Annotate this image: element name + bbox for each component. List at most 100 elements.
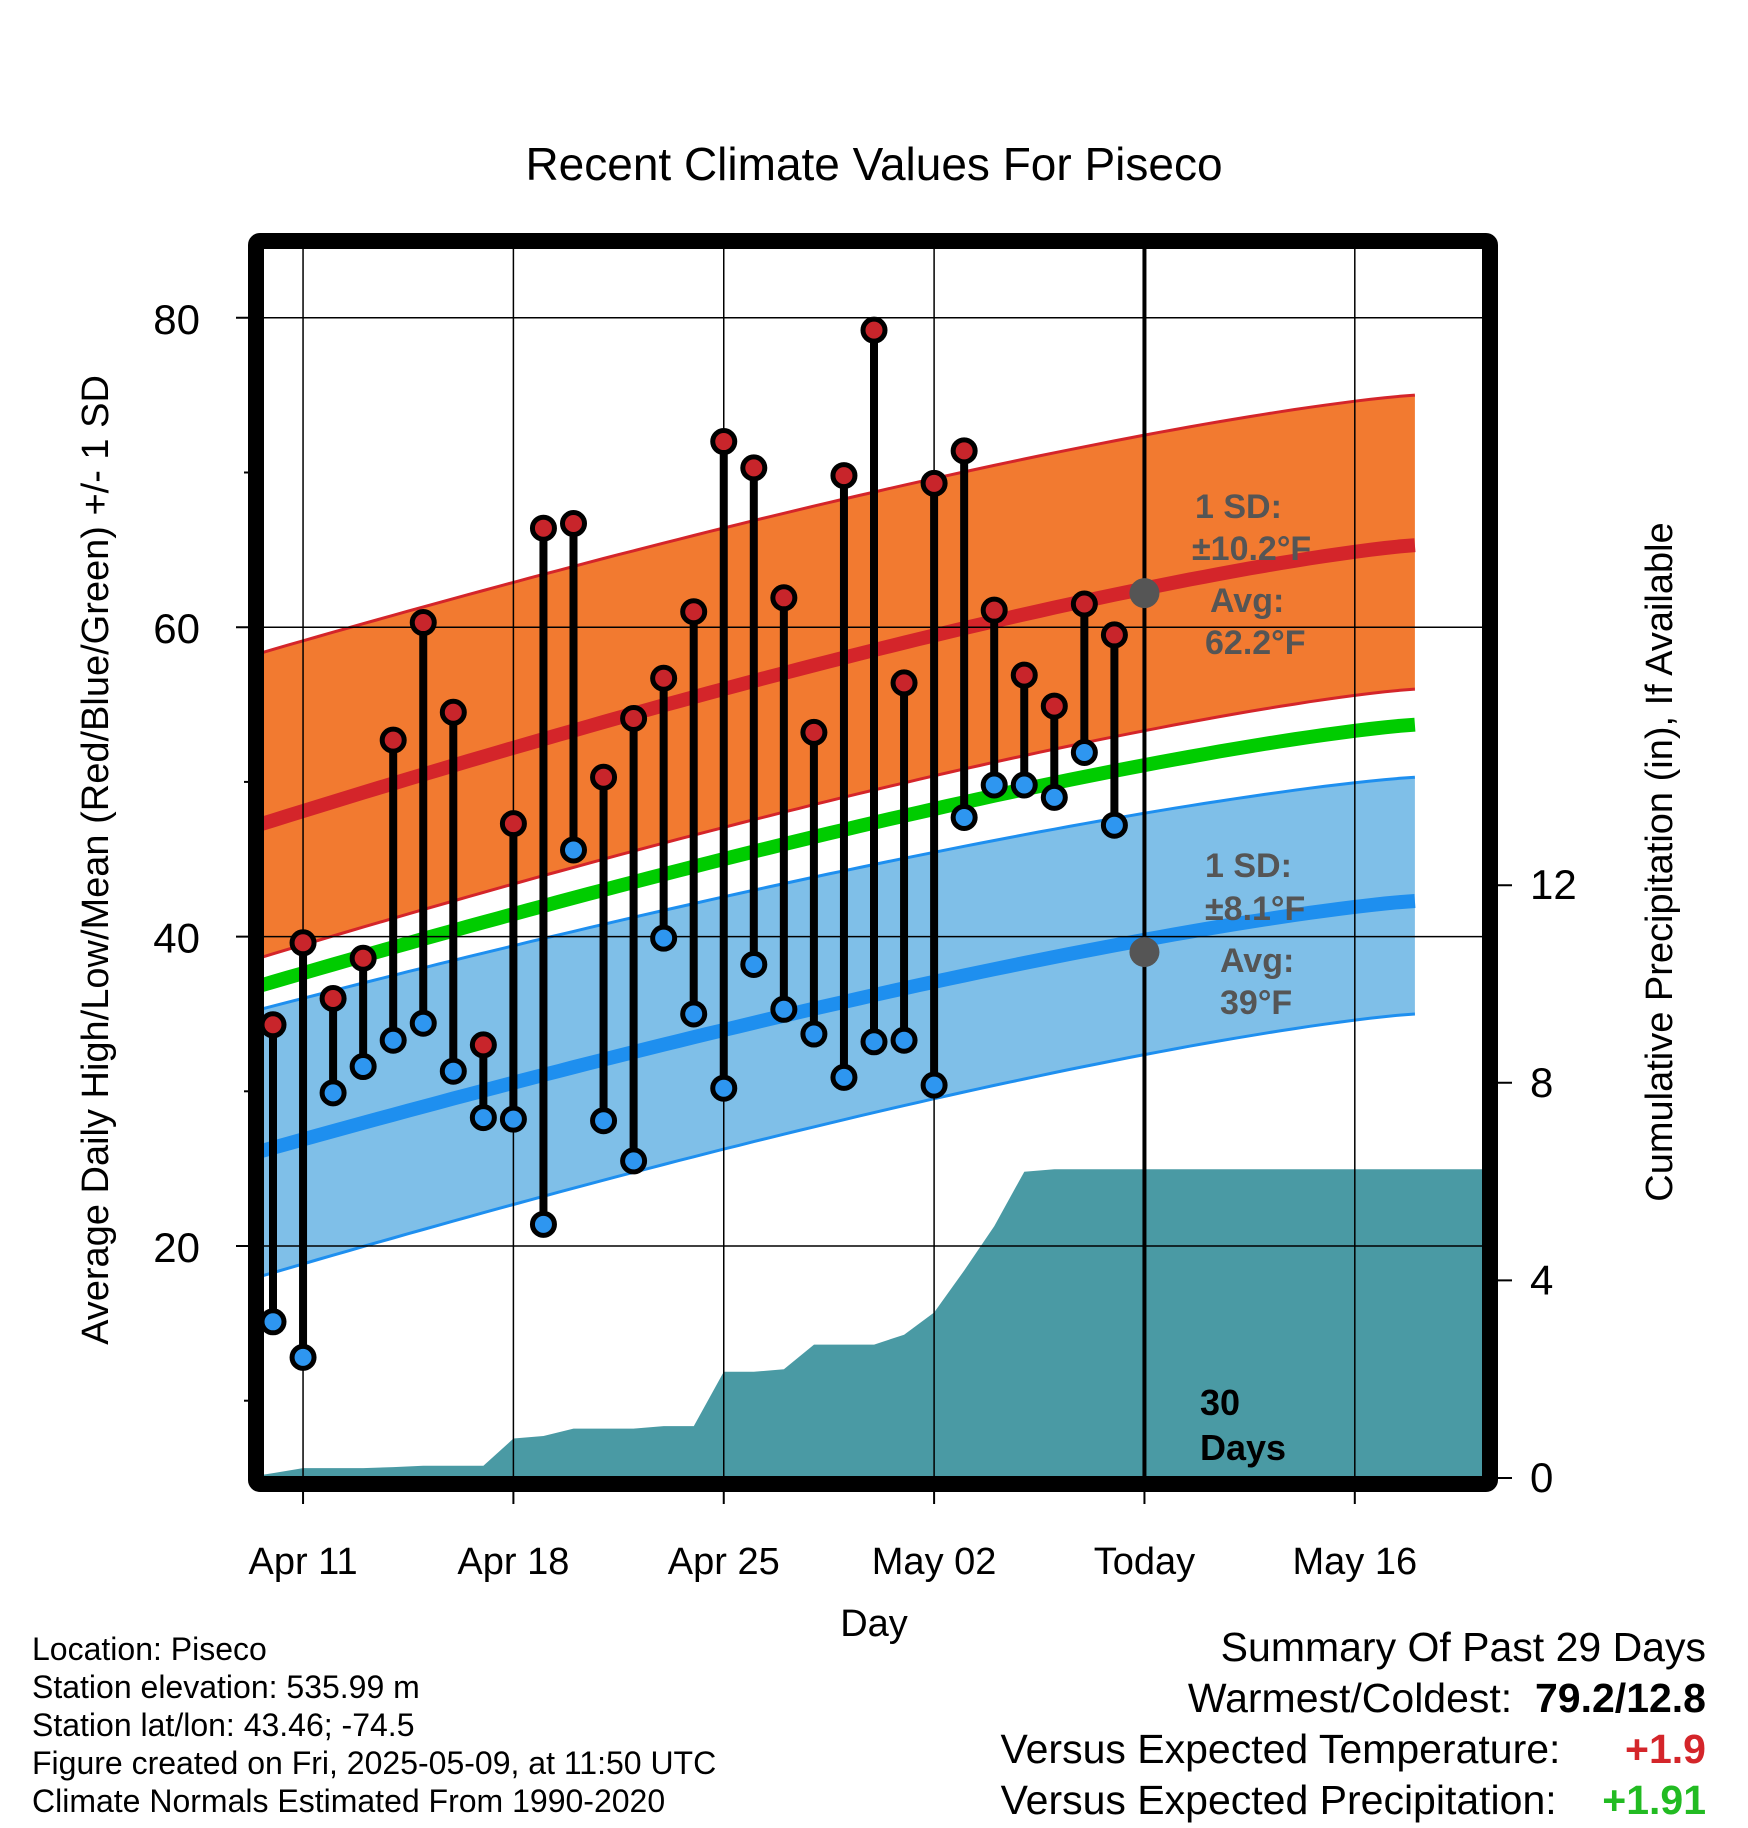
info-latlon: Station lat/lon: 43.46; -74.5 bbox=[32, 1707, 415, 1743]
summary-temp-row: Versus Expected Temperature: +1.9 bbox=[1001, 1724, 1706, 1775]
x-tick-label: Apr 11 bbox=[248, 1541, 357, 1583]
summary-temp-label: Versus Expected Temperature: bbox=[1000, 1726, 1561, 1772]
chart-title: Recent Climate Values For Piseco bbox=[525, 138, 1222, 190]
summary-precip-value: +1.91 bbox=[1602, 1777, 1706, 1823]
daily-high-point bbox=[469, 1031, 497, 1059]
low-sd-value: ±8.1°F bbox=[1205, 890, 1305, 928]
summary-warm-cold-value: 79.2/12.8 bbox=[1535, 1675, 1706, 1721]
daily-low-point bbox=[620, 1147, 648, 1175]
high-sd-upper-edge bbox=[262, 393, 1416, 655]
daily-high-point bbox=[830, 462, 858, 490]
daily-high-point bbox=[1040, 692, 1068, 720]
daily-high-point bbox=[920, 469, 948, 497]
daily-high-point bbox=[499, 810, 527, 838]
low-sd-band bbox=[262, 777, 1415, 1276]
daily-low-point bbox=[560, 836, 587, 864]
daily-low-point bbox=[890, 1026, 918, 1054]
days-word: Days bbox=[1200, 1427, 1286, 1468]
today-high-normal-point bbox=[1129, 578, 1160, 609]
daily-low-point bbox=[980, 771, 1008, 799]
daily-high-point bbox=[710, 428, 738, 456]
low-sd-label: 1 SD: bbox=[1205, 847, 1292, 885]
daily-high-point bbox=[740, 454, 768, 482]
plot-area: 1 SD: ±10.2°F Avg: 62.2°F 1 SD: ±8.1°F Avg: 39°… bbox=[153, 233, 1577, 1583]
high-sd-lower-edge bbox=[262, 687, 1416, 959]
normal-low-line bbox=[262, 894, 1416, 1159]
info-created: Figure created on Fri, 2025-05-09, at 11… bbox=[32, 1745, 717, 1781]
y-tick-label: 40 bbox=[153, 915, 200, 962]
summary-warm-cold-label: Warmest/Coldest: bbox=[1187, 1675, 1513, 1721]
y2-tick-label: 8 bbox=[1530, 1059, 1553, 1106]
low-sd-upper-edge bbox=[262, 775, 1415, 1011]
daily-low-point bbox=[1100, 811, 1128, 839]
high-avg-label: Avg: bbox=[1210, 582, 1284, 620]
daily-high-point bbox=[650, 664, 678, 692]
x-tick-label: May 02 bbox=[872, 1541, 997, 1583]
low-sd-lower-edge bbox=[262, 1012, 1416, 1278]
low-avg-value: 39°F bbox=[1220, 984, 1292, 1022]
daily-high-point bbox=[560, 510, 587, 538]
x-tick-label: May 16 bbox=[1292, 1541, 1417, 1583]
daily-high-point bbox=[980, 596, 1008, 624]
daily-low-point bbox=[409, 1009, 437, 1037]
low-avg-label: Avg: bbox=[1220, 942, 1294, 980]
x-tick-label: Apr 25 bbox=[668, 1541, 780, 1583]
daily-low-point bbox=[920, 1071, 948, 1099]
summary-warm-cold-row: Warmest/Coldest: 79.2/12.8 bbox=[1001, 1673, 1706, 1724]
daily-low-point bbox=[740, 950, 768, 978]
daily-high-point bbox=[379, 726, 407, 754]
daily-high-point bbox=[319, 984, 347, 1012]
daily-high-point bbox=[590, 763, 618, 791]
summary-title: Summary Of Past 29 Days bbox=[1220, 1624, 1706, 1670]
daily-high-point bbox=[620, 704, 648, 732]
plot-frame bbox=[248, 233, 1498, 1492]
x-axis-label: Day bbox=[840, 1603, 908, 1645]
high-sd-value: ±10.2°F bbox=[1192, 530, 1311, 568]
normal-high-line bbox=[262, 538, 1416, 832]
x-tick-label: Today bbox=[1094, 1541, 1195, 1583]
daily-high-point bbox=[529, 514, 557, 542]
summary-precip-label: Versus Expected Precipitation: bbox=[1000, 1777, 1557, 1823]
daily-high-point bbox=[890, 669, 918, 697]
daily-high-point bbox=[950, 437, 978, 465]
daily-low-point bbox=[650, 924, 678, 952]
daily-low-point bbox=[1070, 739, 1098, 767]
high-avg-value: 62.2°F bbox=[1205, 624, 1306, 662]
y-axis-label: Average Daily High/Low/Mean (Red/Blue/Gr… bbox=[75, 375, 117, 1345]
daily-low-point bbox=[379, 1026, 407, 1054]
daily-low-point bbox=[349, 1053, 377, 1081]
daily-high-point bbox=[439, 698, 467, 726]
daily-low-point bbox=[439, 1057, 467, 1085]
y-tick-label: 20 bbox=[153, 1224, 200, 1271]
daily-high-point bbox=[289, 929, 317, 957]
daily-low-point bbox=[319, 1079, 347, 1107]
daily-low-point bbox=[289, 1343, 317, 1371]
daily-high-point bbox=[262, 1011, 287, 1039]
y2-tick-label: 4 bbox=[1530, 1256, 1553, 1303]
daily-high-point bbox=[770, 584, 798, 612]
daily-high-point bbox=[860, 316, 888, 344]
daily-low-point bbox=[710, 1074, 738, 1102]
normal-mean-line bbox=[262, 717, 1416, 993]
y2-axis-label: Cumulative Precipitation (in), If Availa… bbox=[1639, 522, 1681, 1201]
daily-low-point bbox=[830, 1063, 858, 1091]
daily-low-point bbox=[590, 1107, 618, 1135]
y-tick-label: 60 bbox=[153, 605, 200, 652]
daily-high-point bbox=[1070, 590, 1098, 618]
daily-low-point bbox=[800, 1020, 828, 1048]
info-elevation: Station elevation: 535.99 m bbox=[32, 1669, 420, 1705]
daily-low-point bbox=[529, 1210, 557, 1238]
daily-low-point bbox=[680, 1000, 708, 1028]
daily-low-point bbox=[1010, 771, 1038, 799]
daily-high-point bbox=[1010, 661, 1038, 689]
plot-clip-group bbox=[262, 247, 1484, 1478]
y2-tick-label: 12 bbox=[1530, 861, 1577, 908]
daily-low-point bbox=[770, 995, 798, 1023]
daily-high-point bbox=[409, 609, 437, 637]
daily-low-point bbox=[950, 803, 978, 831]
daily-high-point bbox=[680, 598, 708, 626]
today-low-normal-point bbox=[1129, 937, 1160, 968]
x-tick-label: Apr 18 bbox=[457, 1541, 569, 1583]
high-sd-label: 1 SD: bbox=[1195, 488, 1282, 526]
daily-low-point bbox=[499, 1105, 527, 1133]
